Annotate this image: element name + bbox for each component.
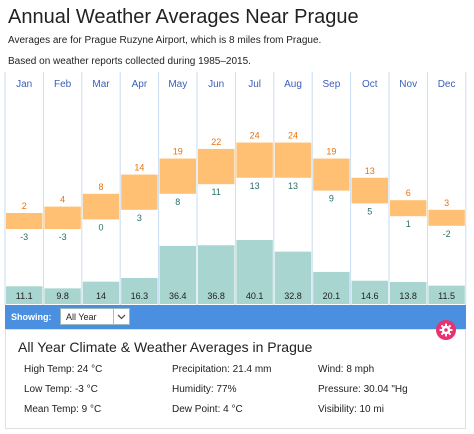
precip-label: 40.1 (246, 291, 264, 301)
temp-low-label: 0 (98, 222, 103, 232)
temp-low-label: -3 (20, 232, 28, 242)
month-label: Nov (399, 79, 417, 90)
temp-low-label: 1 (406, 219, 411, 229)
precip-bar (121, 277, 158, 304)
temp-high-label: 3 (444, 198, 449, 208)
period-select[interactable]: All Year (60, 308, 130, 325)
temp-low-label: 3 (137, 213, 142, 223)
month-label: May (168, 79, 187, 90)
temp-band (198, 148, 235, 185)
precip-label: 13.8 (399, 291, 417, 301)
temp-high-label: 19 (173, 147, 183, 157)
page-title: Annual Weather Averages Near Prague (8, 6, 359, 28)
temp-high-label: 19 (326, 147, 336, 157)
temp-low-label: 5 (367, 206, 372, 216)
month-label: Oct (362, 79, 378, 90)
stat-precipitation: Precipitation: 21.4 mm (172, 364, 272, 375)
stat-mean-temp: Mean Temp: 9 °C (24, 404, 102, 415)
precip-bar (390, 281, 427, 304)
precip-label: 32.8 (284, 291, 302, 301)
temp-band (236, 142, 273, 178)
temp-band (274, 142, 312, 178)
stat-wind: Wind: 8 mph (318, 364, 375, 375)
month-label: Jan (16, 79, 32, 90)
temp-band (313, 158, 350, 191)
temp-low-label: -2 (443, 229, 451, 239)
temp-band (390, 200, 427, 217)
period-select-value: All Year (66, 312, 97, 322)
stat-pressure: Pressure: 30.04 "Hg (318, 384, 408, 395)
precip-bar (44, 288, 81, 304)
stat-dew-point: Dew Point: 4 °C (172, 404, 243, 415)
subtitle-period: Based on weather reports collected durin… (8, 56, 251, 67)
temp-band (44, 206, 81, 230)
precip-label: 14 (96, 291, 106, 301)
precip-bar (236, 240, 273, 304)
temp-high-label: 2 (22, 201, 27, 211)
precip-label: 36.8 (207, 291, 225, 301)
stat-low-temp: Low Temp: -3 °C (24, 384, 98, 395)
month-label: Jul (248, 79, 261, 90)
precip-bar (198, 245, 235, 304)
temp-low-label: -3 (59, 232, 67, 242)
weather-chart: Jan 2 -3 11.1 Feb 4 -3 9.8 Mar 8 0 14 Apr 14 3 16.3 May 1… (4, 72, 467, 305)
temp-high-label: 6 (406, 188, 411, 198)
precip-label: 11.5 (438, 291, 455, 301)
temp-band (82, 193, 120, 220)
temp-low-label: 11 (212, 187, 221, 197)
precip-bar (351, 280, 388, 304)
month-label: Feb (54, 79, 72, 90)
temp-band (428, 209, 465, 226)
summary-panel: All Year Climate & Weather Averages in P… (5, 329, 466, 429)
precip-label: 14.6 (361, 291, 379, 301)
temp-low-label: 8 (175, 197, 180, 207)
precip-label: 16.3 (131, 291, 149, 301)
temp-band (121, 174, 158, 210)
temp-low-label: 9 (329, 194, 334, 204)
temp-high-label: 8 (98, 182, 103, 192)
subtitle-airport: Averages are for Prague Ruzyne Airport, … (8, 35, 322, 46)
settings-button[interactable] (436, 320, 456, 340)
precip-label: 11.1 (16, 291, 33, 301)
filter-bar: Showing: All Year (5, 305, 466, 329)
precip-label: 20.1 (323, 291, 341, 301)
summary-title: All Year Climate & Weather Averages in P… (18, 339, 313, 355)
precip-bar (313, 271, 350, 304)
stat-high-temp: High Temp: 24 °C (24, 364, 103, 375)
gear-icon (439, 323, 453, 337)
month-label: Mar (92, 79, 110, 90)
temp-band (6, 213, 43, 230)
temp-high-label: 4 (60, 195, 65, 205)
temp-high-label: 22 (211, 137, 221, 147)
month-label: Apr (132, 79, 148, 90)
temp-band (351, 177, 388, 204)
temp-low-label: 13 (250, 181, 260, 191)
stat-humidity: Humidity: 77% (172, 384, 237, 395)
stat-visibility: Visibility: 10 mi (318, 404, 384, 415)
chevron-down-icon (113, 309, 129, 324)
temp-low-label: 13 (288, 181, 298, 191)
precip-bar (159, 245, 196, 304)
precip-bar (274, 251, 312, 304)
precip-bar (82, 281, 120, 304)
precip-label: 9.8 (56, 291, 69, 301)
month-label: Dec (438, 79, 456, 90)
temp-high-label: 24 (288, 131, 298, 141)
precip-label: 36.4 (169, 291, 187, 301)
temp-high-label: 14 (134, 163, 144, 173)
month-label: Jun (208, 79, 224, 90)
precip-bar (428, 285, 465, 304)
temp-high-label: 24 (250, 131, 260, 141)
temp-high-label: 13 (365, 166, 375, 176)
temp-band (159, 158, 196, 194)
month-label: Sep (323, 79, 341, 90)
precip-bar (6, 286, 43, 304)
showing-label: Showing: (11, 312, 52, 322)
month-label: Aug (284, 79, 302, 90)
